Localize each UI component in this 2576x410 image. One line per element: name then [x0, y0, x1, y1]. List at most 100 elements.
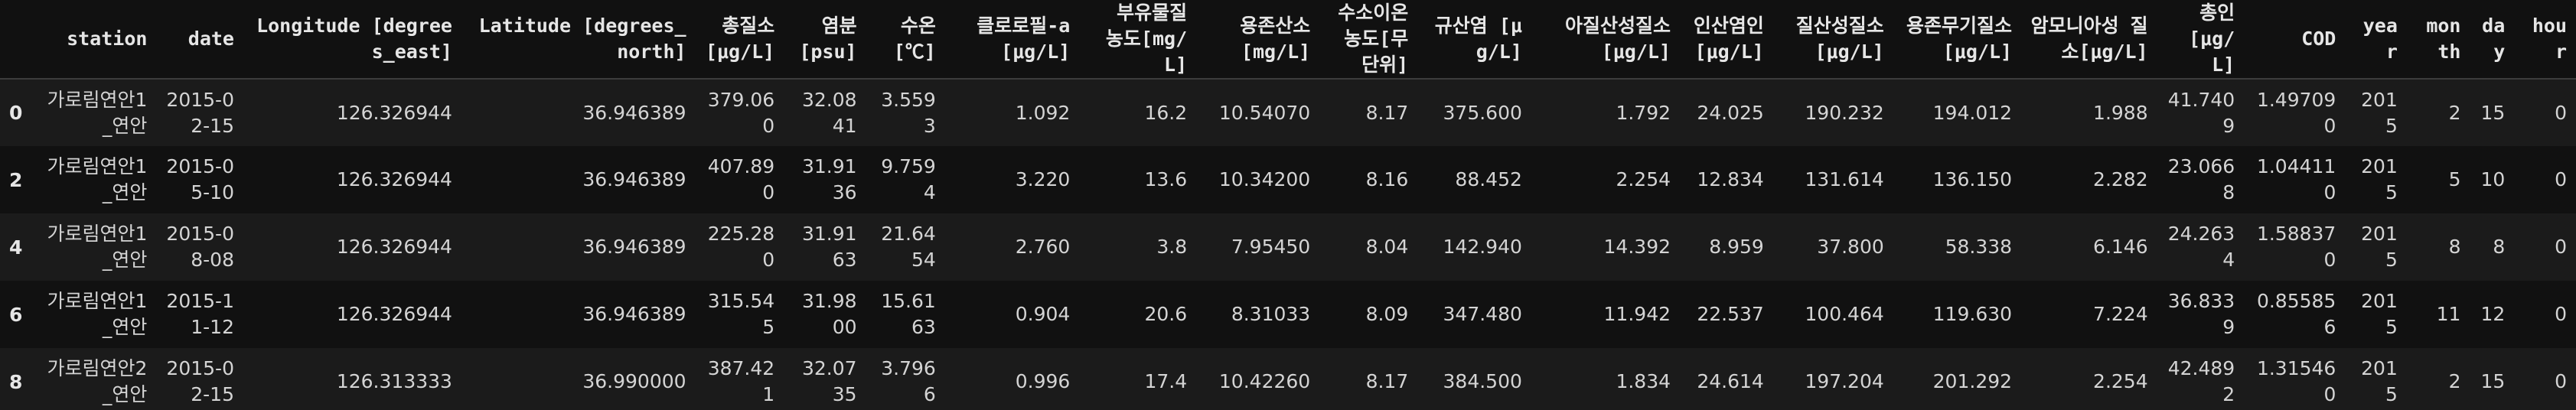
cell-dissolved-inorganic-nitrogen: 58.338	[1945, 236, 2013, 258]
cell-total-phosphorus: 23.0668	[2167, 155, 2235, 203]
cell-ammonia-nitrogen: 2.282	[2093, 168, 2148, 190]
cell-cod: 1.044110	[2256, 155, 2336, 203]
cell-month: 8	[2448, 236, 2461, 258]
column-header-longitude: Longitude [degrees_east]	[243, 0, 461, 80]
cell-nitrate-nitrogen: 100.464	[1805, 303, 1884, 325]
column-header-water-temperature: 수온 [℃]	[866, 0, 945, 80]
cell-longitude: 126.326944	[336, 236, 452, 258]
table-row: 6 가로림연안1_연안 2015-11-12 126.326944 36.946…	[0, 281, 2576, 348]
cell-date: 2015-02-15	[166, 357, 234, 405]
cell-silicate: 384.500	[1443, 370, 1522, 392]
cell-cod: 1.315460	[2256, 357, 2336, 405]
cell-cod: 1.588370	[2256, 223, 2336, 271]
column-header-dissolved-inorganic-nitrogen: 용존무기질소 [μg/L]	[1893, 0, 2022, 80]
cell-year: 2015	[2361, 88, 2398, 137]
cell-month: 5	[2448, 168, 2461, 190]
cell-salinity: 31.9800	[802, 290, 857, 338]
cell-cod: 1.497090	[2256, 88, 2336, 137]
column-header-hour: hour	[2514, 0, 2576, 80]
cell-nitrate-nitrogen: 190.232	[1805, 101, 1884, 124]
cell-date: 2015-02-15	[166, 88, 234, 137]
cell-date: 2015-05-10	[166, 155, 234, 203]
cell-dissolved-oxygen: 10.34200	[1218, 168, 1311, 190]
cell-silicate: 142.940	[1443, 236, 1522, 258]
cell-salinity: 31.9136	[802, 155, 857, 203]
cell-latitude: 36.946389	[582, 168, 686, 190]
cell-suspended-solids: 13.6	[1144, 168, 1188, 190]
cell-ph: 8.09	[1365, 303, 1409, 325]
cell-phosphate: 8.959	[1709, 236, 1764, 258]
cell-dissolved-oxygen: 10.42260	[1218, 370, 1311, 392]
cell-dissolved-inorganic-nitrogen: 201.292	[1932, 370, 2013, 392]
cell-ammonia-nitrogen: 6.146	[2093, 236, 2148, 258]
cell-station: 가로림연안2_연안	[47, 357, 148, 405]
cell-ph: 8.17	[1365, 370, 1409, 392]
cell-longitude: 126.326944	[336, 168, 452, 190]
cell-nitrite-nitrogen: 2.254	[1616, 168, 1671, 190]
row-index: 6	[9, 303, 23, 326]
cell-water-temperature: 3.7966	[881, 357, 936, 405]
cell-latitude: 36.946389	[582, 101, 686, 124]
cell-dissolved-inorganic-nitrogen: 136.150	[1932, 168, 2013, 190]
cell-salinity: 31.9163	[802, 223, 857, 271]
cell-water-temperature: 21.6454	[881, 223, 936, 271]
cell-ammonia-nitrogen: 7.224	[2093, 303, 2148, 325]
row-index: 2	[9, 168, 23, 191]
column-header-year: year	[2345, 0, 2407, 80]
cell-total-phosphorus: 36.8339	[2167, 290, 2235, 338]
cell-month: 2	[2448, 101, 2461, 124]
table-row: 0 가로림연안1_연안 2015-02-15 126.326944 36.946…	[0, 79, 2576, 146]
cell-silicate: 347.480	[1443, 303, 1522, 325]
cell-suspended-solids: 20.6	[1144, 303, 1188, 325]
cell-phosphate: 12.834	[1697, 168, 1764, 190]
cell-ammonia-nitrogen: 1.988	[2093, 101, 2148, 124]
cell-silicate: 88.452	[1455, 168, 1522, 190]
cell-latitude: 36.946389	[582, 303, 686, 325]
cell-chlorophyll-a: 0.904	[1015, 303, 1071, 325]
cell-dissolved-inorganic-nitrogen: 119.630	[1932, 303, 2013, 325]
cell-phosphate: 24.025	[1697, 101, 1764, 124]
cell-date: 2015-08-08	[166, 223, 234, 271]
cell-latitude: 36.946389	[582, 236, 686, 258]
column-header-dissolved-oxygen: 용존산소 [mg/L]	[1196, 0, 1320, 80]
cell-ph: 8.16	[1365, 168, 1409, 190]
cell-salinity: 32.0841	[802, 88, 857, 137]
cell-nitrite-nitrogen: 11.942	[1603, 303, 1671, 325]
column-header-date: date	[156, 0, 243, 80]
cell-water-temperature: 15.6163	[881, 290, 936, 338]
column-header-chlorophyll-a: 클로로필-a[μg/L]	[944, 0, 1080, 80]
cell-longitude: 126.326944	[336, 303, 452, 325]
column-header-nitrite-nitrogen: 아질산성질소 [μg/L]	[1531, 0, 1681, 80]
table-row: 8 가로림연안2_연안 2015-02-15 126.313333 36.990…	[0, 348, 2576, 410]
cell-total-nitrogen: 387.421	[707, 357, 775, 405]
cell-total-phosphorus: 42.4892	[2167, 357, 2235, 405]
cell-water-temperature: 3.5593	[881, 88, 936, 137]
cell-chlorophyll-a: 3.220	[1015, 168, 1071, 190]
table-row: 4 가로림연안1_연안 2015-08-08 126.326944 36.946…	[0, 213, 2576, 281]
column-header-silicate: 규산염 [μg/L]	[1417, 0, 1531, 80]
cell-nitrite-nitrogen: 1.834	[1616, 370, 1671, 392]
cell-station: 가로림연안1_연안	[47, 290, 148, 338]
cell-total-phosphorus: 24.2634	[2167, 223, 2235, 271]
cell-total-nitrogen: 407.890	[707, 155, 775, 203]
column-header-latitude: Latitude [degrees_north]	[461, 0, 696, 80]
cell-nitrate-nitrogen: 131.614	[1805, 168, 1884, 190]
table-row: 2 가로림연안1_연안 2015-05-10 126.326944 36.946…	[0, 146, 2576, 213]
cell-total-nitrogen: 315.545	[707, 290, 775, 338]
column-header-total-phosphorus: 총인 [μg/L]	[2157, 0, 2245, 80]
cell-latitude: 36.990000	[582, 370, 686, 392]
column-header-nitrate-nitrogen: 질산성질소 [μg/L]	[1772, 0, 1893, 80]
cell-phosphate: 24.614	[1697, 370, 1764, 392]
cell-day: 12	[2480, 303, 2506, 325]
cell-date: 2015-11-12	[166, 290, 234, 338]
cell-silicate: 375.600	[1443, 101, 1522, 124]
cell-month: 11	[2436, 303, 2461, 325]
cell-suspended-solids: 16.2	[1144, 101, 1188, 124]
cell-year: 2015	[2361, 155, 2398, 203]
cell-ammonia-nitrogen: 2.254	[2093, 370, 2148, 392]
cell-day: 10	[2480, 168, 2506, 190]
cell-nitrite-nitrogen: 1.792	[1616, 101, 1671, 124]
cell-hour: 0	[2555, 236, 2567, 258]
cell-nitrate-nitrogen: 197.204	[1805, 370, 1884, 392]
